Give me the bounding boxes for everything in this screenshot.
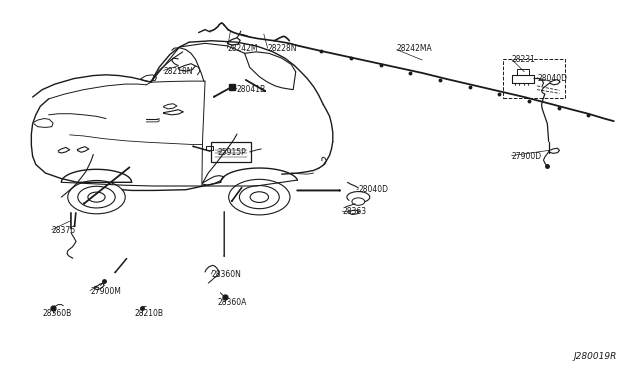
Text: 27900D: 27900D (511, 152, 541, 161)
Text: 28210B: 28210B (135, 310, 164, 318)
Text: 27900M: 27900M (90, 287, 121, 296)
Text: J280019R: J280019R (573, 352, 617, 361)
Text: 28041B: 28041B (237, 85, 266, 94)
Text: 28360N: 28360N (211, 270, 241, 279)
Text: 28376: 28376 (52, 226, 76, 235)
Text: 28231: 28231 (511, 55, 536, 64)
FancyBboxPatch shape (211, 142, 251, 161)
Text: 28360A: 28360A (218, 298, 247, 307)
Text: 28040D: 28040D (358, 185, 388, 194)
Text: 28360B: 28360B (42, 310, 72, 318)
Text: 28228N: 28228N (268, 44, 297, 53)
Text: 28242M: 28242M (227, 44, 258, 53)
Text: 28363: 28363 (342, 208, 367, 217)
Text: 28040D: 28040D (537, 74, 567, 83)
Text: 28218N: 28218N (164, 67, 193, 76)
Text: 28242MA: 28242MA (397, 44, 433, 53)
Text: 25915P: 25915P (218, 148, 246, 157)
